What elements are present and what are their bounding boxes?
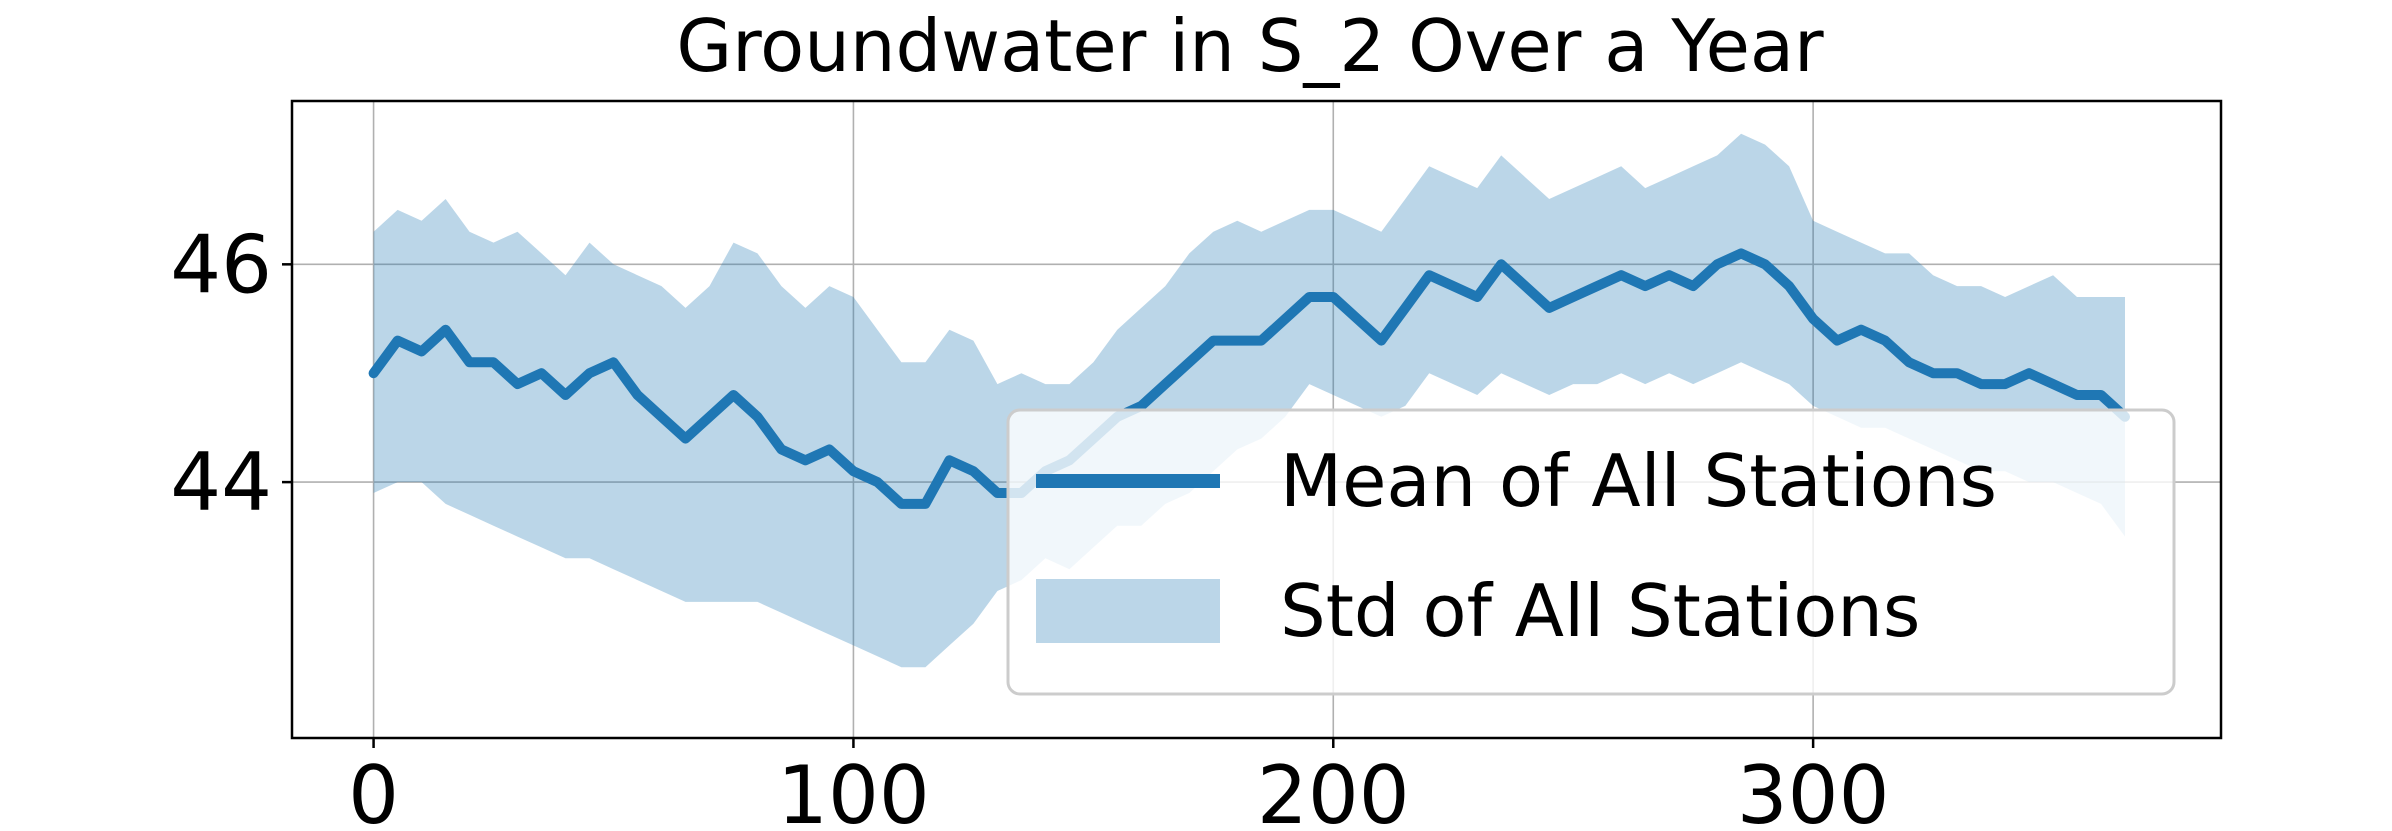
axes-spines (290, 99, 2223, 740)
x-tick-label: 0 (348, 749, 399, 827)
legend-label-std: Std of All Stations (1280, 569, 1920, 653)
legend-box (1006, 408, 2176, 696)
x-tick-label: 300 (1737, 749, 1890, 827)
mean-line-layer (368, 248, 2130, 509)
x-tick-label: 200 (1257, 749, 1410, 827)
std-band-layer (373, 133, 2126, 668)
y-tick-label: 44 (170, 436, 272, 529)
legend: Mean of All Stations Std of All Stations (1006, 408, 2176, 696)
y-axis-ticks: 44 46 (170, 218, 292, 529)
mean-line (368, 248, 2130, 509)
legend-label-mean: Mean of All Stations (1280, 439, 1997, 523)
legend-band-swatch (1036, 579, 1220, 643)
x-axis-ticks: 0 100 200 300 (348, 738, 1890, 831)
std-band (373, 133, 2126, 668)
chart-title: Groundwater in S_2 Over a Year (676, 4, 1824, 88)
axes-frame (290, 99, 2223, 740)
x-tick-label: 100 (777, 749, 930, 827)
y-tick-label: 46 (170, 218, 272, 311)
